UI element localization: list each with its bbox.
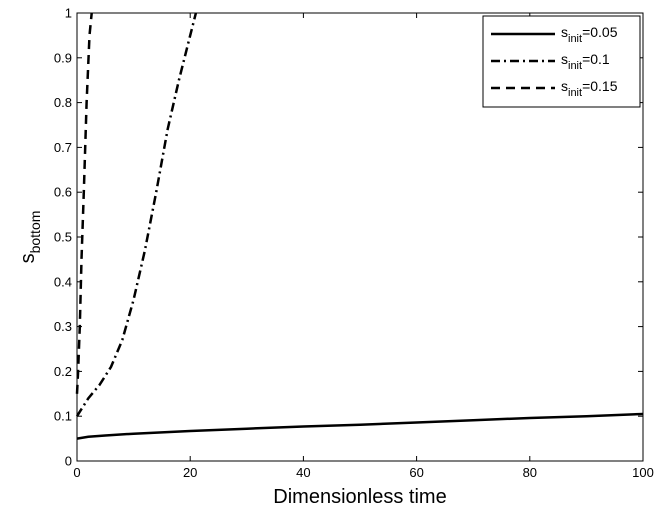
y-tick-label: 1 <box>65 6 72 21</box>
x-tick-label: 60 <box>409 465 423 480</box>
legend-label-value: =0.05 <box>582 24 618 40</box>
series-line-1 <box>76 412 644 440</box>
x-tick-label: 0 <box>73 465 80 480</box>
y-tick-label: 0.4 <box>54 274 72 289</box>
x-tick-label: 80 <box>523 465 537 480</box>
legend-label-main: s <box>561 78 568 94</box>
ticks-layer: 0 20 40 60 80 100 0 0.1 0.2 0.3 0.4 0.5 0.6 0.7 0.8 0.9… <box>54 6 654 481</box>
series-line-2 <box>75 12 198 417</box>
legend-label-3: sinit=0.15 <box>561 78 618 99</box>
series-line-3 <box>75 12 93 394</box>
legend-label-2: sinit=0.1 <box>561 51 610 72</box>
y-tick-label: 0.8 <box>54 95 72 110</box>
y-tick-label: 0 <box>65 454 72 469</box>
legend-label-value: =0.15 <box>582 78 618 94</box>
legend-label-main: s <box>561 24 568 40</box>
x-tick-label: 20 <box>183 465 197 480</box>
x-tick-label: 40 <box>296 465 310 480</box>
legend-label-main: s <box>561 51 568 67</box>
y-axis-label-sub: bottom <box>27 211 43 254</box>
legend-label-sub: init <box>568 33 582 45</box>
y-tick-label: 0.6 <box>54 185 72 200</box>
legend-label-1: sinit=0.05 <box>561 24 618 45</box>
legend-label-value: =0.1 <box>582 51 610 67</box>
y-tick-label: 0.5 <box>54 230 72 245</box>
x-axis-label: Dimensionless time <box>273 486 446 508</box>
y-tick-label: 0.3 <box>54 319 72 334</box>
y-tick-label: 0.2 <box>54 364 72 379</box>
y-axis-label-main: s <box>17 253 39 263</box>
y-tick-label: 0.7 <box>54 140 72 155</box>
legend-label-sub: init <box>568 87 582 99</box>
legend-label-sub: init <box>568 60 582 72</box>
x-tick-label: 100 <box>632 465 654 480</box>
y-tick-label: 0.1 <box>54 409 72 424</box>
legend-box <box>482 15 641 108</box>
series-layer <box>75 12 644 440</box>
y-tick-label: 0.9 <box>54 50 72 65</box>
y-axis-label: sbottom <box>17 211 43 264</box>
